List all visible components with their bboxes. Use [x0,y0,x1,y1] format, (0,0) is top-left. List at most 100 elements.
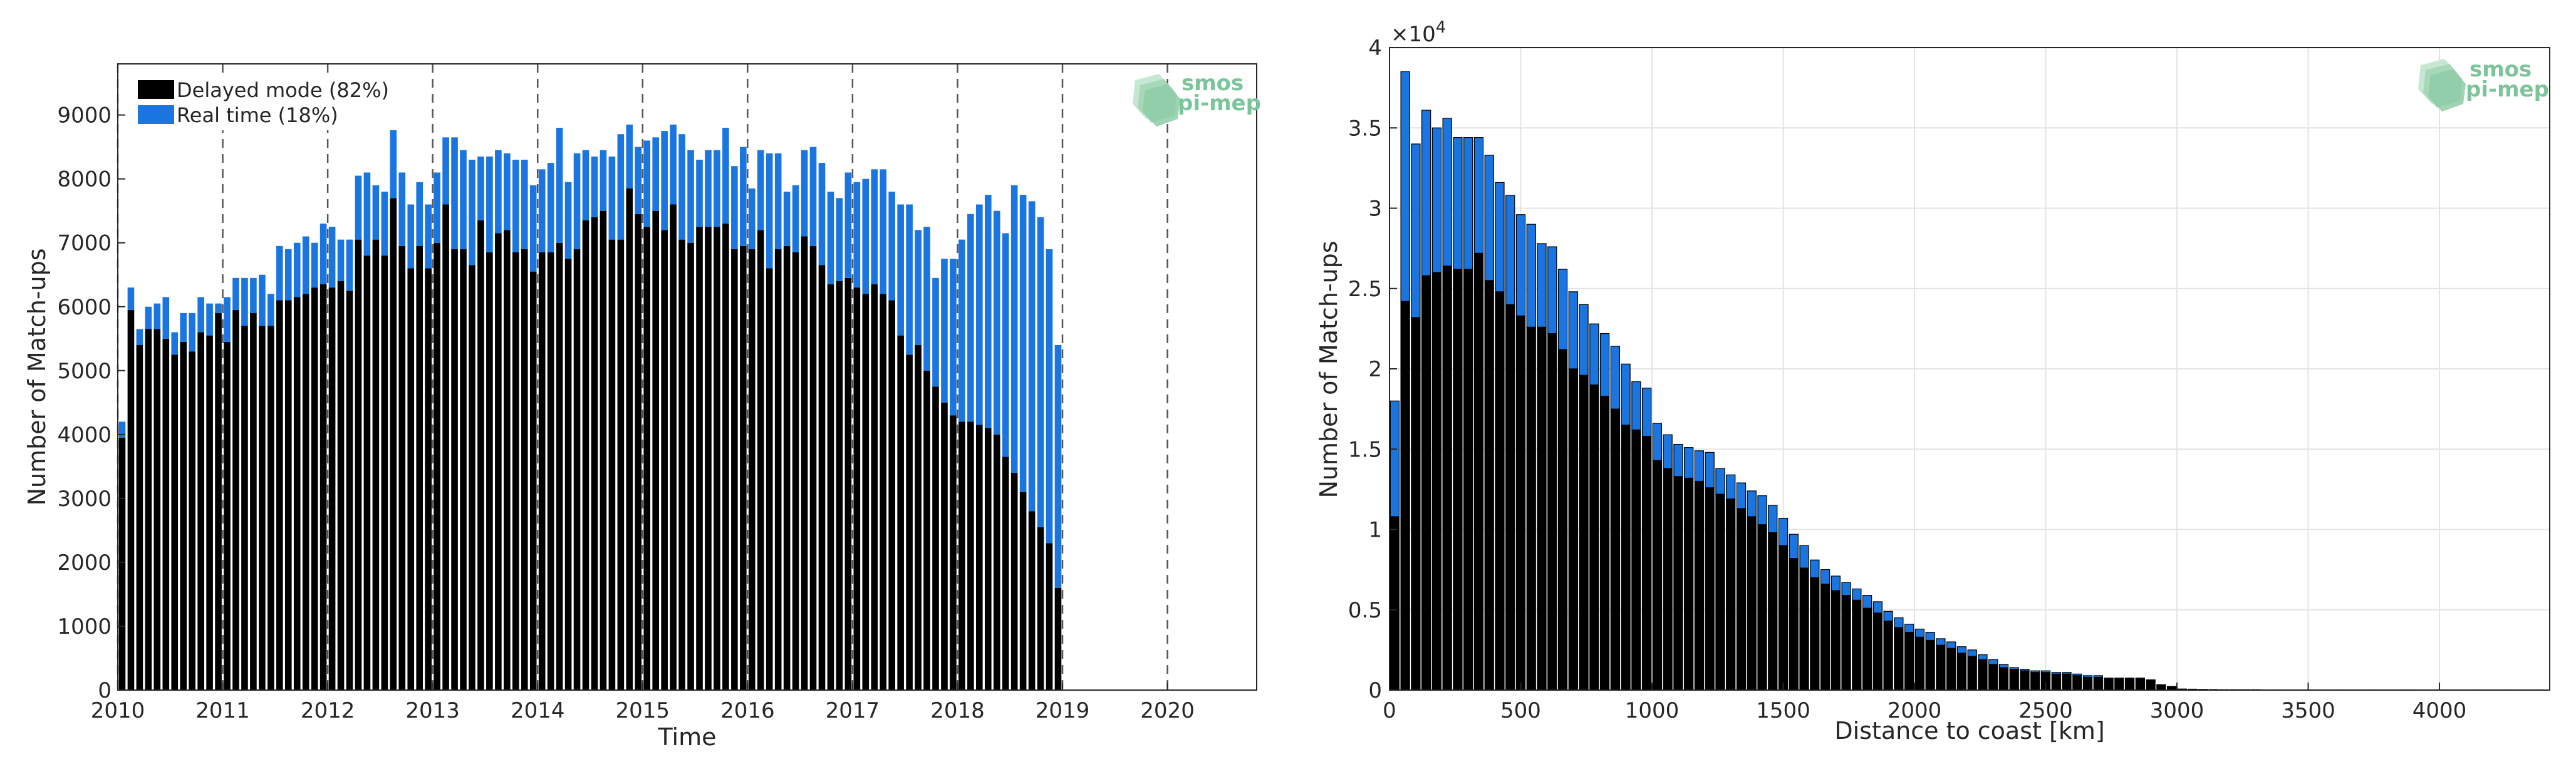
bar-delayed-mode [1894,627,1903,690]
bar-real-time [267,294,274,326]
bar-real-time [1422,110,1431,276]
bar-delayed-mode [897,336,904,690]
bar-delayed-mode [1999,668,2008,690]
x-tick-label: 4000 [2412,698,2467,723]
bar-delayed-mode [626,188,633,690]
x-tick-label: 2018 [930,698,985,723]
bar-real-time [416,182,423,246]
bar-real-time [232,278,239,310]
bar-real-time [1663,435,1672,468]
bar-real-time [294,243,301,297]
bar-delayed-mode [2020,671,2029,690]
bar-delayed-mode [2104,679,2113,690]
bar-real-time [224,297,231,341]
bar-delayed-mode [1569,369,1577,690]
bar-delayed-mode [1747,517,1756,690]
bar-delayed-mode [1037,527,1044,690]
bar-delayed-mode [442,204,449,690]
x-tick-label: 500 [1500,698,1541,723]
bar-delayed-mode [434,243,440,690]
bar-real-time [1453,138,1462,269]
bar-delayed-mode [416,246,423,690]
bar-delayed-mode [1905,632,1914,690]
bar-delayed-mode [976,425,983,690]
bar-delayed-mode [1789,559,1798,690]
bar-delayed-mode [1768,533,1777,690]
bar-real-time [600,150,607,211]
bar-real-time [1506,195,1515,304]
bar-delayed-mode [1046,543,1053,690]
bar-delayed-mode [285,301,292,690]
bar-delayed-mode [1621,425,1630,690]
bar-real-time [1957,647,1966,653]
bar-real-time [1037,217,1044,527]
bar-real-time [731,166,738,249]
bar-real-time [469,160,475,265]
bar-real-time [714,150,720,227]
bar-delayed-mode [451,249,458,690]
bar-delayed-mode [1443,266,1452,690]
bar-real-time [1884,611,1893,621]
bar-delayed-mode [2062,674,2071,690]
bar-delayed-mode [294,297,301,690]
bar-real-time [1401,71,1410,301]
bar-delayed-mode [512,252,519,690]
bar-delayed-mode [923,371,930,690]
bar-real-time [1548,247,1557,334]
bar-real-time [862,179,869,294]
bar-real-time [539,169,546,252]
bar-real-time [1559,269,1567,349]
bar-real-time [250,278,257,313]
bar-real-time [390,125,397,198]
bar-real-time [854,182,861,287]
legend-swatch-real-time [138,105,174,124]
bar-delayed-mode [1653,460,1661,690]
bar-delayed-mode [801,237,808,690]
bar-delayed-mode [2073,676,2082,690]
bar-delayed-mode [521,249,528,690]
x-tick-label: 1500 [1756,698,1810,723]
bar-delayed-mode [477,220,484,690]
bar-delayed-mode [530,272,537,690]
bar-delayed-mode [259,326,266,690]
bar-delayed-mode [1548,334,1557,690]
bar-real-time [1432,128,1441,272]
bar-delayed-mode [180,342,187,690]
bar-real-time [565,182,572,259]
bar-delayed-mode [775,249,782,690]
bar-delayed-mode [906,354,913,690]
x-tick-label: 3500 [2281,698,2335,723]
bar-real-time [757,150,764,230]
bar-real-time [1989,659,1998,664]
bar-delayed-mode [1432,272,1441,690]
bar-real-time [382,192,388,255]
bar-delayed-mode [670,204,677,690]
bar-real-time [320,224,327,284]
bar-delayed-mode [495,233,502,690]
bar-delayed-mode [460,249,467,690]
bar-delayed-mode [1863,608,1872,690]
bar-real-time [1747,491,1756,517]
bar-delayed-mode [548,252,554,690]
bar-real-time [1590,324,1599,384]
bar-real-time [652,137,659,210]
bar-delayed-mode [609,240,616,690]
bar-real-time [1968,650,1976,656]
y-tick-label: 8000 [57,167,112,192]
bar-delayed-mode [1537,327,1546,690]
bar-real-time [548,163,554,252]
bar-delayed-mode [643,227,650,690]
bar-real-time [880,169,886,294]
y-tick-label: 3000 [57,487,112,512]
bar-delayed-mode [373,240,380,690]
bar-real-time [661,131,668,230]
bar-delayed-mode [784,246,791,690]
bar-delayed-mode [828,284,834,690]
bar-real-time [2010,668,2018,669]
bar-real-time [976,204,983,425]
bar-delayed-mode [154,329,161,690]
legend-swatch-delayed-mode [138,80,174,99]
bar-delayed-mode [1705,488,1714,690]
bar-real-time [836,198,843,281]
bar-real-time [1863,596,1872,609]
